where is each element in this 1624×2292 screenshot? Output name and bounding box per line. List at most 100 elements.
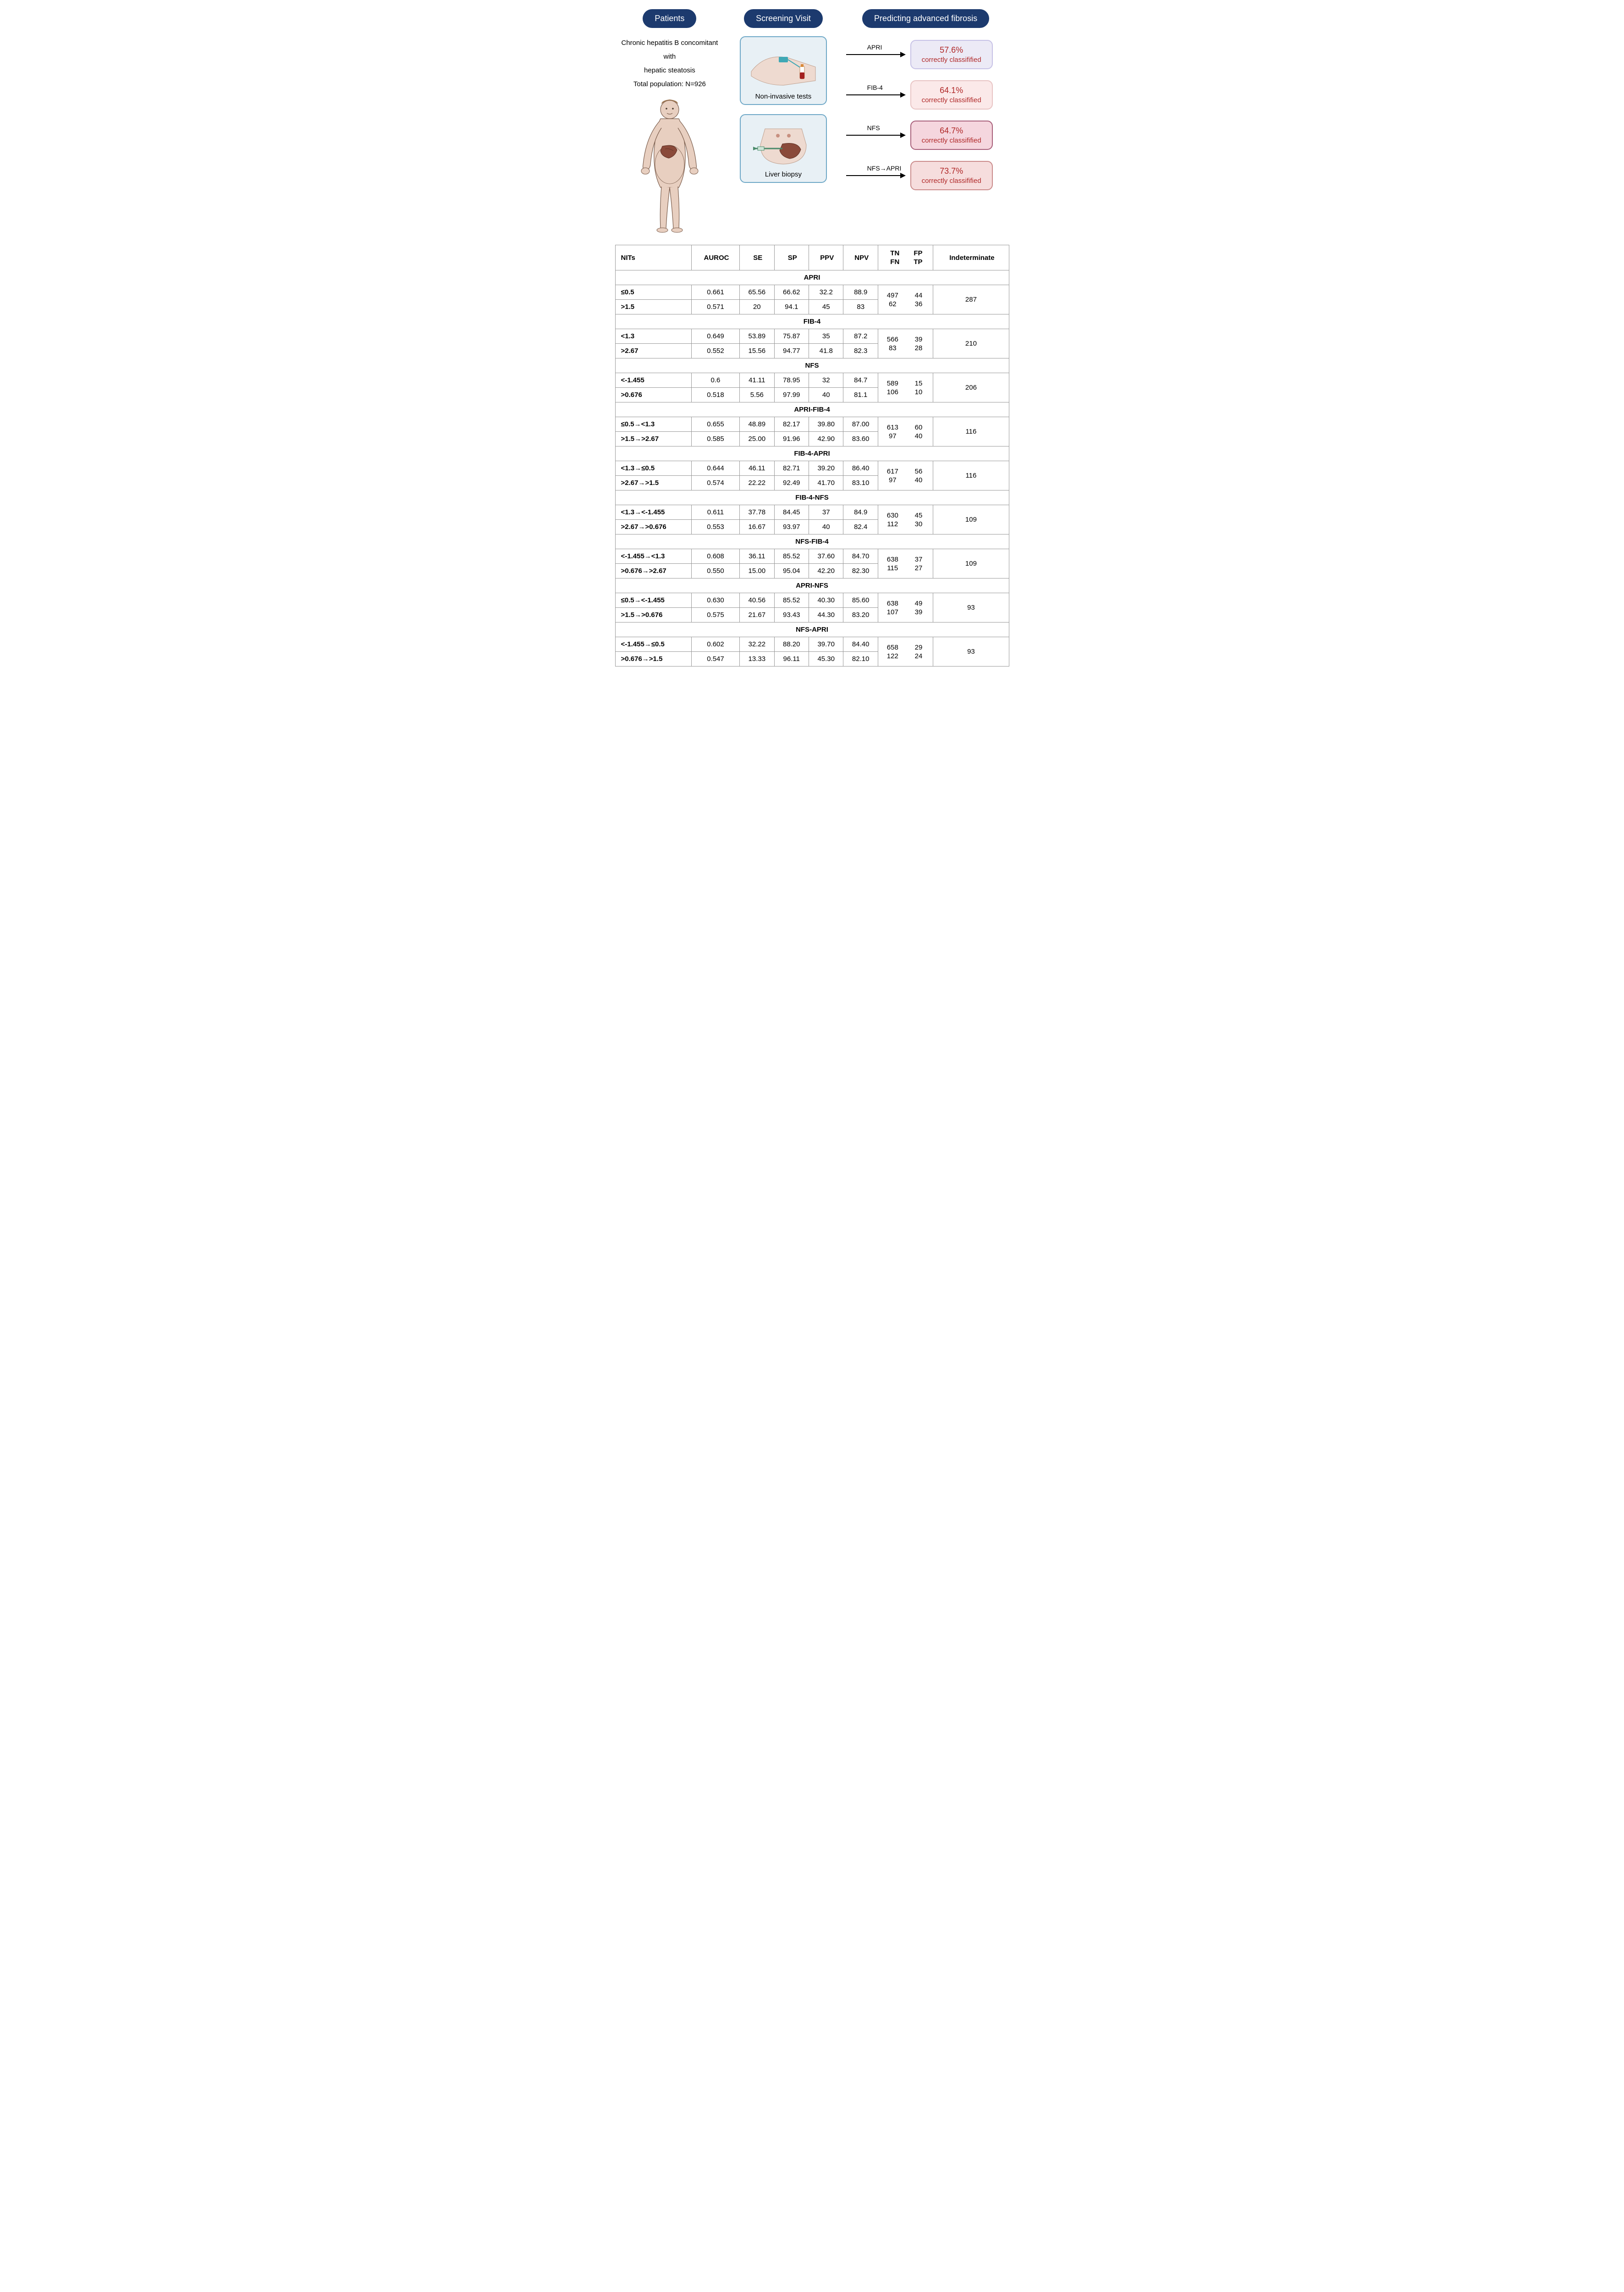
cell-se: 22.22 — [740, 476, 774, 490]
cell-se: 13.33 — [740, 652, 774, 667]
section-header-row: NFS-APRI — [615, 623, 1009, 637]
cell-sp: 82.17 — [774, 417, 809, 432]
section-title: NFS-FIB-4 — [615, 534, 1009, 549]
cell-auroc: 0.644 — [691, 461, 739, 476]
th-auroc: AUROC — [691, 245, 739, 270]
section-header-row: NFS — [615, 358, 1009, 373]
val-tp: 39 — [909, 608, 929, 616]
cell-nit: >1.5→>2.67 — [615, 432, 691, 446]
cell-npv: 87.2 — [843, 329, 878, 344]
predict-row: APRI 57.6% correctly classifified — [842, 40, 1009, 69]
cell-nit: <1.3→<-1.455 — [615, 505, 691, 520]
predicting-column: Predicting advanced fibrosis APRI 57.6% … — [842, 9, 1009, 233]
cell-npv: 84.7 — [843, 373, 878, 388]
table-row: ≤0.5 0.661 65.56 66.62 32.2 88.9 497 44 … — [615, 285, 1009, 300]
val-tn: 638 — [883, 600, 903, 607]
cell-ppv: 40 — [809, 388, 843, 402]
predict-row: NFS 64.7% correctly classifified — [842, 121, 1009, 150]
cell-nit: <-1.455→≤0.5 — [615, 637, 691, 652]
arrow-wrap: NFS — [842, 126, 907, 144]
cell-ppv: 37.60 — [809, 549, 843, 564]
cell-quad: 638 37 115 27 — [878, 549, 933, 579]
cell-sp: 95.04 — [774, 564, 809, 579]
val-fp: 39 — [909, 336, 929, 343]
cell-nit: <1.3 — [615, 329, 691, 344]
predict-row: FIB-4 64.1% correctly classifified — [842, 80, 1009, 110]
val-tn: 613 — [883, 424, 903, 431]
cell-quad: 630 45 112 30 — [878, 505, 933, 534]
cell-npv: 82.10 — [843, 652, 878, 667]
patient-description: Chronic hepatitis B concomitant with hep… — [615, 36, 725, 91]
section-title: FIB-4-NFS — [615, 490, 1009, 505]
table-row: ≤0.5→<1.3 0.655 48.89 82.17 39.80 87.00 … — [615, 417, 1009, 432]
val-tn: 638 — [883, 556, 903, 563]
table-body: APRI ≤0.5 0.661 65.56 66.62 32.2 88.9 49… — [615, 270, 1009, 667]
cell-auroc: 0.553 — [691, 520, 739, 534]
cell-ppv: 32.2 — [809, 285, 843, 300]
th-se: SE — [740, 245, 774, 270]
cell-indet: 109 — [933, 549, 1009, 579]
val-tp: 40 — [909, 476, 929, 484]
cell-indet: 109 — [933, 505, 1009, 534]
table-row: <1.3→≤0.5 0.644 46.11 82.71 39.20 86.40 … — [615, 461, 1009, 476]
cell-indet: 206 — [933, 373, 1009, 402]
val-tp: 10 — [909, 388, 929, 396]
top-infographic: Patients Chronic hepatitis B concomitant… — [615, 9, 1009, 233]
table-row: <-1.455 0.6 41.11 78.95 32 84.7 589 15 1… — [615, 373, 1009, 388]
val-tn: 658 — [883, 644, 903, 651]
val-fn: 115 — [883, 564, 903, 572]
predict-row: NFS→APRI 73.7% correctly classifified — [842, 161, 1009, 190]
th-fn: FN — [886, 258, 903, 266]
cell-npv: 87.00 — [843, 417, 878, 432]
val-tp: 27 — [909, 564, 929, 572]
cell-se: 16.67 — [740, 520, 774, 534]
cell-se: 5.56 — [740, 388, 774, 402]
arrow-wrap: APRI — [842, 45, 907, 64]
cell-nit: >2.67→>0.676 — [615, 520, 691, 534]
cell-quad: 617 56 97 40 — [878, 461, 933, 490]
cell-ppv: 37 — [809, 505, 843, 520]
arrow-label: NFS→APRI — [867, 165, 902, 172]
table-row: <-1.455→<1.3 0.608 36.11 85.52 37.60 84.… — [615, 549, 1009, 564]
patient-text-line1: Chronic hepatitis B concomitant with — [615, 36, 725, 64]
cell-sp: 85.52 — [774, 593, 809, 608]
th-sp: SP — [774, 245, 809, 270]
cell-indet: 210 — [933, 329, 1009, 358]
cell-sp: 66.62 — [774, 285, 809, 300]
section-header-row: APRI — [615, 270, 1009, 285]
cell-ppv: 39.80 — [809, 417, 843, 432]
cell-nit: >2.67 — [615, 344, 691, 358]
cell-npv: 84.9 — [843, 505, 878, 520]
cell-indet: 116 — [933, 461, 1009, 490]
cell-ppv: 45 — [809, 300, 843, 314]
section-title: APRI-NFS — [615, 579, 1009, 593]
cell-nit: <1.3→≤0.5 — [615, 461, 691, 476]
cell-nit: ≤0.5→<-1.455 — [615, 593, 691, 608]
noninvasive-label: Non-invasive tests — [755, 93, 812, 100]
section-title: FIB-4-APRI — [615, 446, 1009, 461]
val-tn: 589 — [883, 380, 903, 387]
cell-indet: 93 — [933, 593, 1009, 623]
val-fn: 112 — [883, 520, 903, 528]
arrow-wrap: FIB-4 — [842, 86, 907, 104]
cell-ppv: 41.8 — [809, 344, 843, 358]
cell-npv: 86.40 — [843, 461, 878, 476]
cell-se: 36.11 — [740, 549, 774, 564]
cell-auroc: 0.655 — [691, 417, 739, 432]
section-title: FIB-4 — [615, 314, 1009, 329]
section-header-row: FIB-4 — [615, 314, 1009, 329]
cell-ppv: 40.30 — [809, 593, 843, 608]
cell-auroc: 0.611 — [691, 505, 739, 520]
cell-indet: 287 — [933, 285, 1009, 314]
cell-sp: 88.20 — [774, 637, 809, 652]
result-percent: 57.6% — [917, 45, 986, 55]
table-header: NITs AUROC SE SP PPV NPV TN FP FN TP Ind… — [615, 245, 1009, 270]
patients-column: Patients Chronic hepatitis B concomitant… — [615, 9, 725, 233]
cell-auroc: 0.547 — [691, 652, 739, 667]
cell-sp: 78.95 — [774, 373, 809, 388]
th-nits: NITs — [615, 245, 691, 270]
val-tp: 24 — [909, 652, 929, 660]
cell-sp: 85.52 — [774, 549, 809, 564]
val-fn: 83 — [883, 344, 903, 352]
val-fp: 29 — [909, 644, 929, 651]
